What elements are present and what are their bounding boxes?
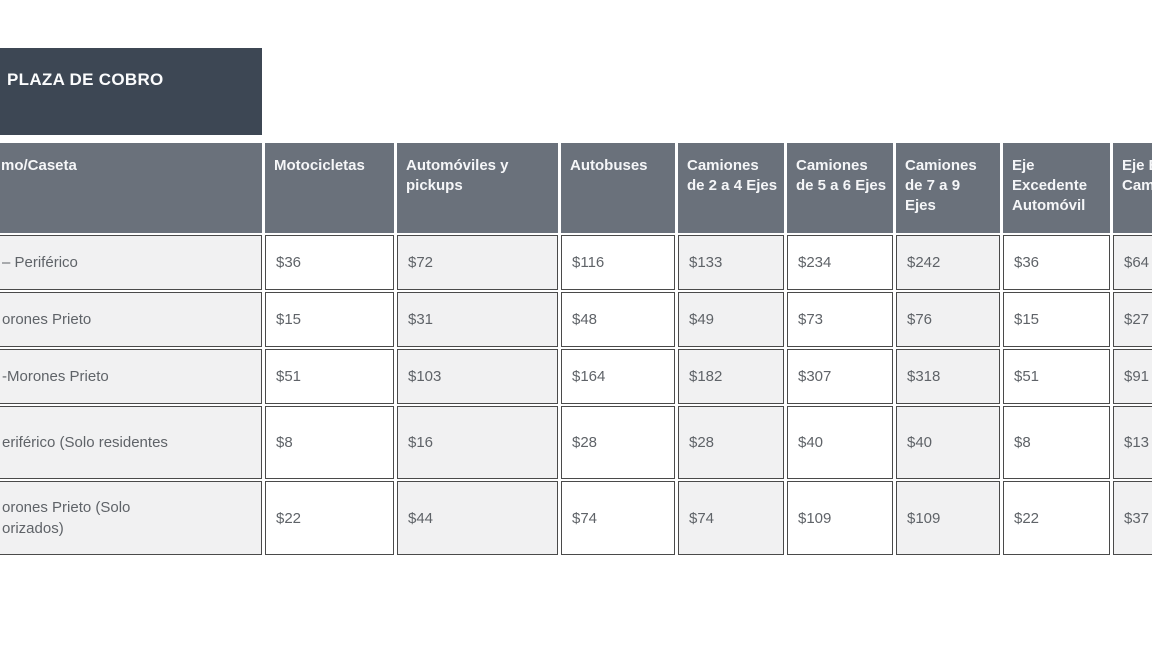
toll-value: $76 (896, 292, 1000, 347)
toll-value: $37 (1113, 481, 1152, 555)
toll-value: $318 (896, 349, 1000, 404)
toll-value: $133 (678, 235, 784, 290)
table-row: orones Prieto $15 $31 $48 $49 $73 $76 $1… (0, 292, 1152, 347)
col-header-camiones-2-4-ejes: Camiones de 2 a 4 Ejes (678, 143, 784, 233)
toll-value: $27 (1113, 292, 1152, 347)
toll-value: $109 (896, 481, 1000, 555)
table-header: mo/Caseta Motocicletas Automóviles y pic… (0, 143, 1152, 233)
toll-value: $36 (265, 235, 394, 290)
toll-value: $48 (561, 292, 675, 347)
toll-value: $51 (265, 349, 394, 404)
toll-value: $22 (1003, 481, 1110, 555)
header-row: mo/Caseta Motocicletas Automóviles y pic… (0, 143, 1152, 233)
toll-value: $31 (397, 292, 558, 347)
col-header-autobuses: Autobuses (561, 143, 675, 233)
table-row: orones Prieto (Solo orizados) $22 $44 $74… (0, 481, 1152, 555)
row-label: -Morones Prieto (0, 349, 262, 404)
col-header-tramo-caseta: mo/Caseta (0, 143, 262, 233)
row-label-line2: orizados) (2, 520, 64, 537)
toll-value: $51 (1003, 349, 1110, 404)
row-label: – Periférico (0, 235, 262, 290)
toll-table: mo/Caseta Motocicletas Automóviles y pic… (0, 141, 1152, 557)
toll-value: $15 (1003, 292, 1110, 347)
toll-value: $28 (678, 406, 784, 479)
col-header-eje-excedente-camion: Eje Excedente Camión (1113, 143, 1152, 233)
toll-value: $307 (787, 349, 893, 404)
toll-value: $49 (678, 292, 784, 347)
toll-table-viewport: mo/Caseta Motocicletas Automóviles y pic… (0, 141, 1152, 586)
toll-value: $44 (397, 481, 558, 555)
toll-value: $22 (265, 481, 394, 555)
plaza-title-block: PLAZA DE COBRO (0, 48, 262, 135)
toll-value: $242 (896, 235, 1000, 290)
table-row: – Periférico $36 $72 $116 $133 $234 $242… (0, 235, 1152, 290)
col-header-camiones-7-9-ejes: Camiones de 7 a 9 Ejes (896, 143, 1000, 233)
toll-value: $164 (561, 349, 675, 404)
table-body: – Periférico $36 $72 $116 $133 $234 $242… (0, 235, 1152, 555)
row-label-line1: orones Prieto (Solo (2, 499, 131, 516)
toll-value: $40 (896, 406, 1000, 479)
toll-value: $109 (787, 481, 893, 555)
toll-value: $64 (1113, 235, 1152, 290)
toll-value: $28 (561, 406, 675, 479)
toll-value: $8 (1003, 406, 1110, 479)
row-label: eriférico (Solo residentes (0, 406, 262, 479)
toll-value: $234 (787, 235, 893, 290)
col-header-automoviles-pickups: Automóviles y pickups (397, 143, 558, 233)
toll-value: $15 (265, 292, 394, 347)
toll-value: $73 (787, 292, 893, 347)
toll-value: $13 (1113, 406, 1152, 479)
toll-value: $16 (397, 406, 558, 479)
toll-value: $74 (678, 481, 784, 555)
toll-value: $72 (397, 235, 558, 290)
row-label: orones Prieto (0, 292, 262, 347)
col-header-eje-excedente-automovil: Eje Excedente Automóvil (1003, 143, 1110, 233)
row-label: orones Prieto (Solo orizados) (0, 481, 262, 555)
plaza-title: PLAZA DE COBRO (7, 70, 164, 89)
toll-value: $74 (561, 481, 675, 555)
toll-value: $8 (265, 406, 394, 479)
table-row: eriférico (Solo residentes $8 $16 $28 $2… (0, 406, 1152, 479)
col-header-motocicletas: Motocicletas (265, 143, 394, 233)
table-row: -Morones Prieto $51 $103 $164 $182 $307 … (0, 349, 1152, 404)
toll-value: $182 (678, 349, 784, 404)
toll-value: $91 (1113, 349, 1152, 404)
col-header-camiones-5-6-ejes: Camiones de 5 a 6 Ejes (787, 143, 893, 233)
toll-value: $36 (1003, 235, 1110, 290)
toll-value: $116 (561, 235, 675, 290)
toll-value: $103 (397, 349, 558, 404)
toll-value: $40 (787, 406, 893, 479)
